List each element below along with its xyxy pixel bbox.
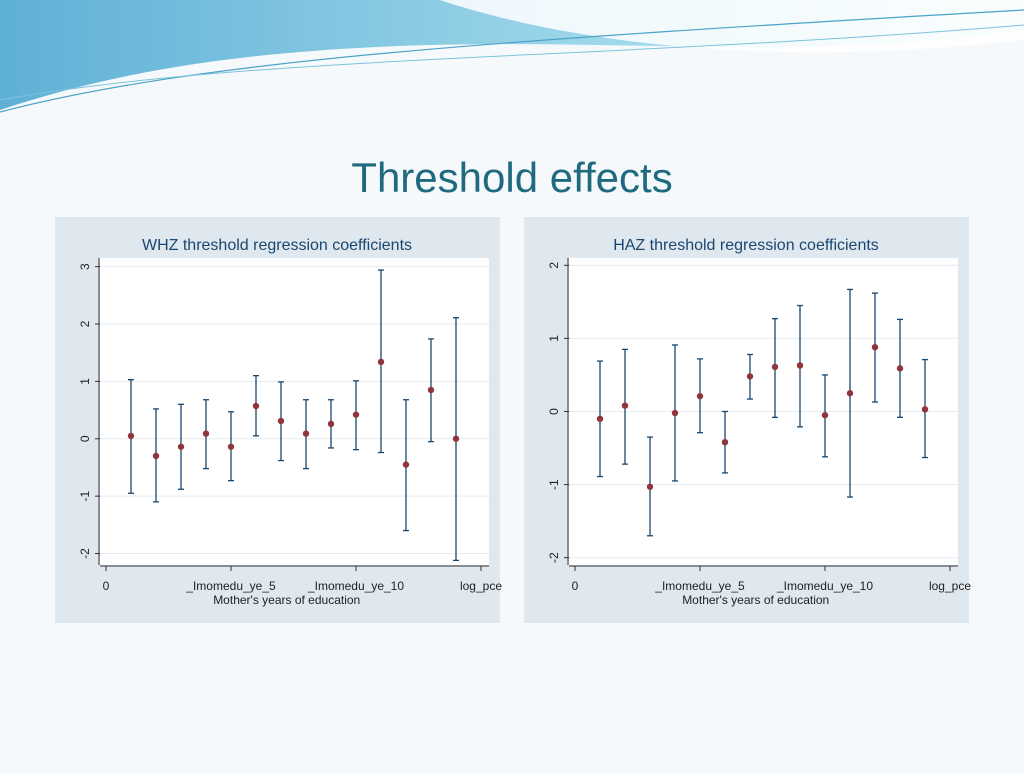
point	[771, 363, 779, 371]
header-line	[0, 9, 1024, 113]
point	[427, 386, 435, 394]
x-axis-title: Mother's years of education	[213, 593, 360, 607]
point	[227, 443, 235, 450]
y-tick-label: -1	[547, 479, 561, 490]
y-tick-label: -2	[78, 548, 92, 559]
point	[452, 435, 460, 442]
header-wave-light	[440, 0, 1024, 53]
point	[277, 417, 285, 425]
point	[377, 358, 385, 366]
y-tick-label: 1	[78, 378, 92, 385]
point	[621, 402, 629, 409]
y-tick-label: 2	[78, 320, 92, 327]
y-tick-label: 3	[78, 263, 92, 270]
chart-title: HAZ threshold regression coefficients	[613, 237, 879, 254]
point	[921, 406, 929, 413]
x-tick-label: _Imomedu_ye_10	[307, 579, 404, 593]
point	[746, 373, 754, 380]
x-tick-label: _Imomedu_ye_5	[654, 579, 745, 593]
point	[152, 452, 160, 460]
point	[896, 365, 904, 372]
y-tick-label: -2	[547, 552, 561, 563]
x-tick-label: 0	[103, 579, 110, 593]
y-tick-label: 2	[547, 262, 561, 269]
y-tick-label: 1	[547, 335, 561, 342]
x-tick-label: _Imomedu_ye_5	[185, 579, 276, 593]
x-tick-label: log_pce	[460, 579, 502, 593]
point	[671, 409, 679, 417]
point	[596, 415, 604, 423]
y-tick-label: 0	[547, 408, 561, 415]
point	[821, 411, 829, 419]
point	[127, 432, 135, 440]
point	[327, 420, 335, 428]
header-line	[0, 24, 1024, 101]
point	[402, 461, 410, 468]
slide-title: Threshold effects	[351, 154, 672, 201]
y-tick-label: 0	[78, 435, 92, 442]
point	[177, 443, 185, 450]
y-tick-label: -1	[78, 490, 92, 501]
x-tick-label: log_pce	[929, 579, 971, 593]
point	[646, 483, 654, 490]
point	[302, 430, 310, 437]
point	[846, 390, 854, 397]
point	[202, 430, 210, 437]
chart-title: WHZ threshold regression coefficients	[142, 237, 412, 254]
plot-area	[100, 258, 489, 565]
x-axis-title: Mother's years of education	[682, 593, 829, 607]
point	[252, 402, 260, 410]
point	[352, 411, 360, 418]
x-tick-label: _Imomedu_ye_10	[776, 579, 873, 593]
point	[696, 392, 704, 400]
point	[796, 362, 804, 369]
point	[721, 439, 729, 446]
point	[871, 343, 879, 351]
x-tick-label: 0	[572, 579, 579, 593]
